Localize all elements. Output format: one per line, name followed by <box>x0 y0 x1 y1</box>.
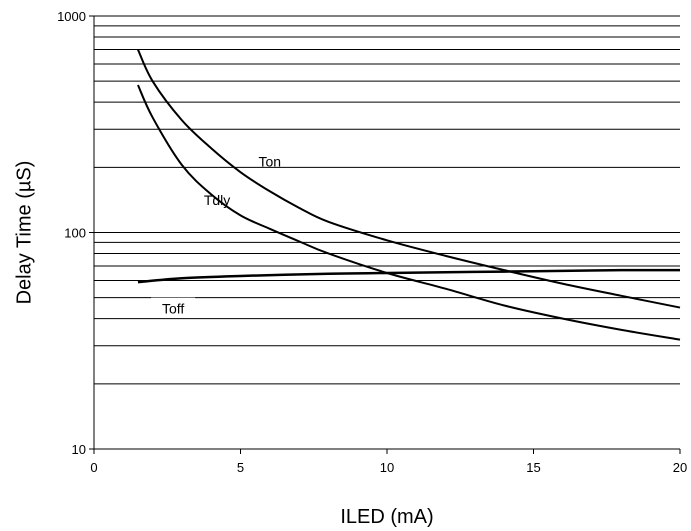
x-tick-label: 10 <box>380 460 394 475</box>
series-line-ton <box>137 49 681 309</box>
series-line-tdly <box>137 84 681 341</box>
series-line-toff <box>137 268 681 284</box>
y-tick-label: 1000 <box>57 9 86 24</box>
tick-labels: 0 5 10 15 20 10 100 1000 <box>57 9 687 475</box>
axes <box>89 15 681 454</box>
x-tick-label: 15 <box>526 460 540 475</box>
toff-label-backdrop <box>151 297 196 318</box>
x-axis-title: ILED (mA) <box>340 506 433 528</box>
series-labels: Ton Tdly Toff <box>151 154 281 318</box>
y-tick-label: 100 <box>64 226 86 241</box>
x-tick-label: 20 <box>673 460 687 475</box>
series-label-ton: Ton <box>259 154 282 170</box>
x-tick-label: 0 <box>90 460 97 475</box>
gridlines <box>94 15 680 450</box>
y-tick-label: 10 <box>72 442 86 457</box>
series-label-toff: Toff <box>162 301 184 317</box>
x-tick-label: 5 <box>237 460 244 475</box>
series-label-tdly: Tdly <box>204 192 230 208</box>
y-axis-title: Delay Time (µS) <box>13 161 35 305</box>
series-lines <box>137 49 681 341</box>
